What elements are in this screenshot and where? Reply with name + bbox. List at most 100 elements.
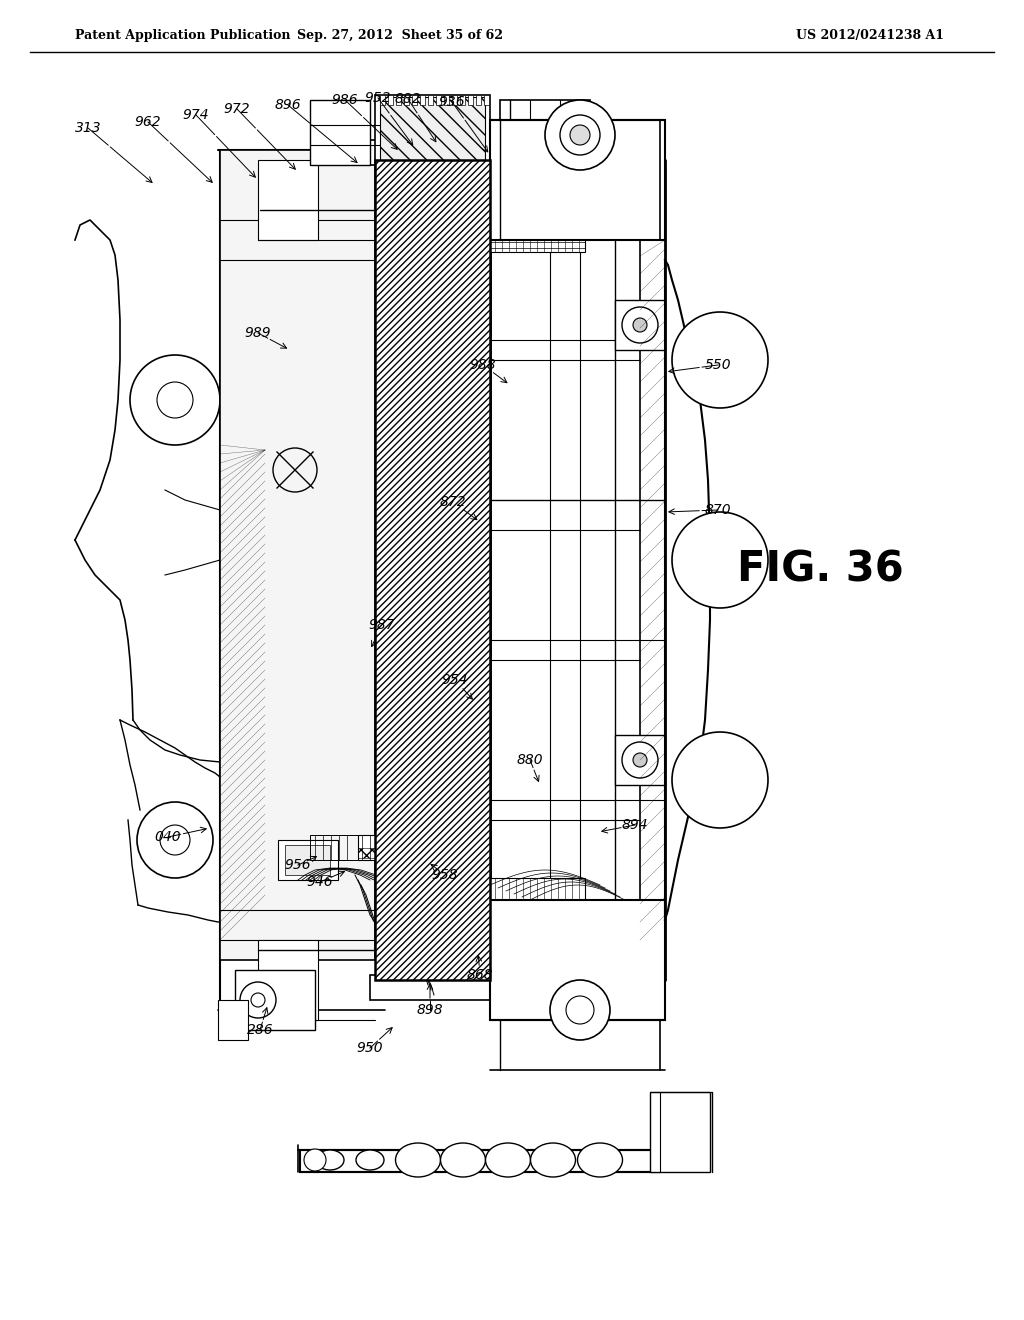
Bar xyxy=(408,847,436,858)
Ellipse shape xyxy=(395,1143,440,1177)
Bar xyxy=(468,95,473,106)
Bar xyxy=(460,95,465,106)
Text: 956: 956 xyxy=(285,858,311,873)
Bar xyxy=(358,836,388,861)
Bar xyxy=(220,150,375,960)
Polygon shape xyxy=(375,160,490,979)
Ellipse shape xyxy=(485,1143,530,1177)
Bar xyxy=(370,140,495,165)
Text: 880: 880 xyxy=(517,752,544,767)
Bar xyxy=(218,1001,248,1040)
Bar xyxy=(258,940,318,1020)
Text: 894: 894 xyxy=(622,818,648,832)
Bar xyxy=(358,847,386,858)
Bar xyxy=(278,840,338,880)
Circle shape xyxy=(240,982,276,1018)
Circle shape xyxy=(622,308,658,343)
Text: 972: 972 xyxy=(223,102,250,116)
Bar xyxy=(476,95,481,106)
Circle shape xyxy=(304,1148,326,1171)
Bar xyxy=(285,845,330,875)
Text: 950: 950 xyxy=(356,1041,383,1055)
Bar xyxy=(396,95,401,106)
Bar xyxy=(380,95,385,106)
Circle shape xyxy=(566,997,594,1024)
Bar xyxy=(258,160,318,240)
Bar xyxy=(452,95,457,106)
Ellipse shape xyxy=(316,1150,344,1170)
Text: 962: 962 xyxy=(135,115,162,129)
Bar xyxy=(615,735,665,785)
Text: 040: 040 xyxy=(155,830,181,843)
Circle shape xyxy=(160,825,190,855)
Text: 896: 896 xyxy=(274,98,301,112)
Text: 898: 898 xyxy=(417,1003,443,1016)
Circle shape xyxy=(633,752,647,767)
Circle shape xyxy=(157,381,193,418)
Bar xyxy=(490,120,665,240)
Circle shape xyxy=(550,979,610,1040)
Ellipse shape xyxy=(356,1150,384,1170)
Text: 974: 974 xyxy=(182,108,209,121)
Ellipse shape xyxy=(440,1143,485,1177)
Circle shape xyxy=(545,100,615,170)
Bar xyxy=(234,970,315,1030)
Text: 988: 988 xyxy=(470,358,497,372)
Bar xyxy=(444,95,449,106)
Text: 958: 958 xyxy=(432,869,459,882)
Text: 550: 550 xyxy=(705,358,731,372)
Bar xyxy=(392,106,472,154)
Text: FIG. 36: FIG. 36 xyxy=(736,549,903,591)
Bar xyxy=(484,95,489,106)
Bar xyxy=(412,95,417,106)
Text: US 2012/0241238 A1: US 2012/0241238 A1 xyxy=(796,29,944,42)
Bar xyxy=(490,878,585,913)
Text: Sep. 27, 2012  Sheet 35 of 62: Sep. 27, 2012 Sheet 35 of 62 xyxy=(297,29,503,42)
Bar xyxy=(650,1092,710,1172)
Bar xyxy=(310,836,360,861)
Ellipse shape xyxy=(578,1143,623,1177)
Circle shape xyxy=(672,733,768,828)
Bar xyxy=(615,300,665,350)
Text: 286: 286 xyxy=(247,1023,273,1038)
Text: Patent Application Publication: Patent Application Publication xyxy=(75,29,291,42)
Text: 872: 872 xyxy=(439,495,466,510)
Text: 868: 868 xyxy=(467,968,494,982)
Text: 989: 989 xyxy=(245,326,271,341)
Bar xyxy=(310,100,370,165)
Text: 870: 870 xyxy=(705,503,731,517)
Bar xyxy=(490,216,585,252)
Text: 986: 986 xyxy=(332,92,358,107)
Text: 946: 946 xyxy=(306,875,334,888)
Bar xyxy=(375,95,490,165)
Circle shape xyxy=(137,803,213,878)
Text: 313: 313 xyxy=(75,121,101,135)
Bar xyxy=(380,96,485,162)
Circle shape xyxy=(130,355,220,445)
Bar xyxy=(436,95,441,106)
Circle shape xyxy=(622,742,658,777)
Bar xyxy=(402,106,462,154)
Bar xyxy=(428,95,433,106)
Text: 936: 936 xyxy=(438,95,465,110)
Bar xyxy=(500,100,590,165)
Circle shape xyxy=(633,318,647,333)
Circle shape xyxy=(672,512,768,609)
Bar xyxy=(388,95,393,106)
Text: 952: 952 xyxy=(365,91,391,106)
Circle shape xyxy=(672,312,768,408)
Bar xyxy=(490,900,665,1020)
Text: 882: 882 xyxy=(394,92,421,106)
Circle shape xyxy=(251,993,265,1007)
Circle shape xyxy=(570,125,590,145)
Bar xyxy=(300,1150,660,1172)
Text: 954: 954 xyxy=(441,673,468,686)
Ellipse shape xyxy=(530,1143,575,1177)
Bar xyxy=(404,95,409,106)
Circle shape xyxy=(560,115,600,154)
Bar xyxy=(408,836,438,861)
Bar xyxy=(420,95,425,106)
Bar xyxy=(384,106,480,154)
Bar xyxy=(370,975,495,1001)
Text: 987: 987 xyxy=(369,618,395,632)
